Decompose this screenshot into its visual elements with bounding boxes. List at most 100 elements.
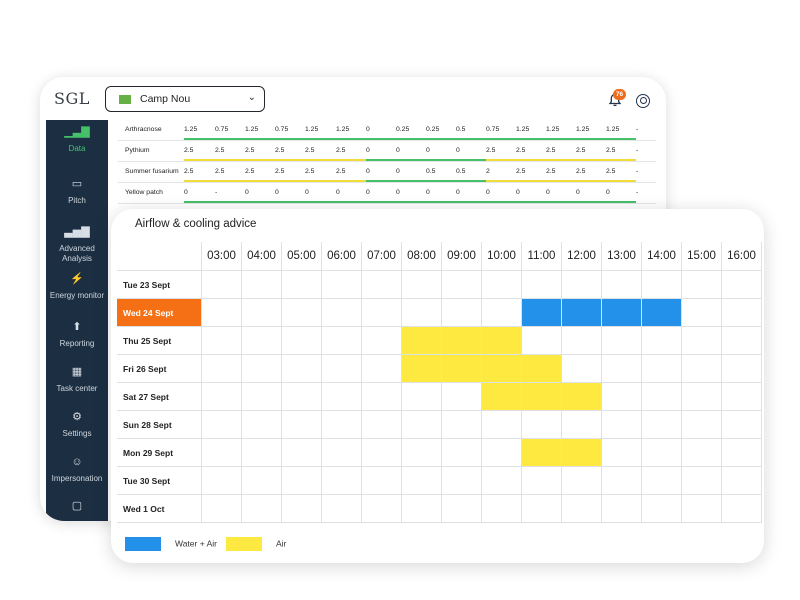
sidebar-item-pitch[interactable]: ▭ Pitch [46,179,108,206]
schedule-cell[interactable] [362,383,402,411]
schedule-cell-air[interactable] [562,439,602,467]
schedule-cell-air[interactable] [482,355,522,383]
schedule-cell[interactable] [402,383,442,411]
schedule-cell[interactable] [362,327,402,355]
schedule-cell[interactable] [602,355,642,383]
sidebar-item-impersonation[interactable]: ☺ Impersonation [46,457,108,484]
schedule-cell[interactable] [322,271,362,299]
schedule-cell[interactable] [282,299,322,327]
schedule-cell[interactable] [202,383,242,411]
schedule-cell[interactable] [722,355,762,383]
schedule-cell[interactable] [642,327,682,355]
schedule-cell[interactable] [682,467,722,495]
sidebar-item-data[interactable]: ▁▃▇ Data [46,127,108,154]
schedule-cell[interactable] [682,411,722,439]
schedule-cell[interactable] [722,439,762,467]
schedule-cell[interactable] [322,383,362,411]
schedule-cell[interactable] [522,495,562,523]
schedule-cell[interactable] [562,467,602,495]
schedule-cell[interactable] [722,383,762,411]
schedule-cell-air[interactable] [442,355,482,383]
schedule-cell-air[interactable] [482,383,522,411]
schedule-cell[interactable] [482,271,522,299]
schedule-cell[interactable] [722,327,762,355]
schedule-cell[interactable] [402,271,442,299]
schedule-cell[interactable] [242,467,282,495]
schedule-cell[interactable] [362,355,402,383]
schedule-cell[interactable] [282,411,322,439]
schedule-cell[interactable] [402,299,442,327]
schedule-cell[interactable] [242,495,282,523]
schedule-cell[interactable] [722,271,762,299]
schedule-cell[interactable] [322,467,362,495]
schedule-cell[interactable] [642,271,682,299]
schedule-cell-air[interactable] [442,327,482,355]
schedule-cell-air[interactable] [562,383,602,411]
schedule-cell[interactable] [202,495,242,523]
schedule-cell[interactable] [242,439,282,467]
venue-selector[interactable]: Camp Nou ⌄ [105,86,265,112]
sidebar-item-task-center[interactable]: ▦ Task center [46,367,108,394]
schedule-cell[interactable] [562,271,602,299]
schedule-cell[interactable] [402,467,442,495]
schedule-cell[interactable] [562,495,602,523]
schedule-cell[interactable] [202,327,242,355]
schedule-cell[interactable] [682,439,722,467]
schedule-cell[interactable] [202,355,242,383]
sidebar-item-reporting[interactable]: ⬆ Reporting [46,322,108,349]
schedule-cell[interactable] [682,271,722,299]
schedule-cell[interactable] [322,355,362,383]
schedule-cell[interactable] [322,299,362,327]
schedule-cell-air[interactable] [482,327,522,355]
schedule-cell[interactable] [402,439,442,467]
schedule-cell[interactable] [722,467,762,495]
schedule-cell[interactable] [282,327,322,355]
schedule-cell[interactable] [362,299,402,327]
schedule-cell[interactable] [682,299,722,327]
schedule-cell[interactable] [602,467,642,495]
sidebar-item-energy-monitor[interactable]: ⚡ Energy monitor [46,274,108,301]
sidebar-item-chat[interactable]: ▢ [46,501,108,518]
schedule-cell[interactable] [282,383,322,411]
schedule-cell[interactable] [602,383,642,411]
user-icon[interactable] [636,94,650,108]
schedule-cell-water-air[interactable] [522,299,562,327]
schedule-cell[interactable] [442,411,482,439]
schedule-cell-air[interactable] [522,383,562,411]
schedule-cell[interactable] [642,495,682,523]
schedule-cell[interactable] [442,439,482,467]
schedule-cell[interactable] [642,383,682,411]
schedule-cell[interactable] [602,495,642,523]
schedule-cell[interactable] [602,439,642,467]
schedule-cell[interactable] [202,271,242,299]
schedule-cell[interactable] [282,439,322,467]
schedule-cell[interactable] [642,411,682,439]
schedule-cell[interactable] [482,467,522,495]
schedule-cell[interactable] [482,495,522,523]
schedule-cell[interactable] [602,271,642,299]
schedule-cell[interactable] [682,327,722,355]
schedule-cell-water-air[interactable] [642,299,682,327]
schedule-cell[interactable] [562,327,602,355]
schedule-cell[interactable] [722,411,762,439]
schedule-cell[interactable] [562,355,602,383]
schedule-cell[interactable] [282,271,322,299]
schedule-cell[interactable] [322,495,362,523]
schedule-cell[interactable] [322,439,362,467]
schedule-cell[interactable] [642,355,682,383]
schedule-cell[interactable] [562,411,602,439]
schedule-cell[interactable] [282,467,322,495]
schedule-cell-air[interactable] [402,327,442,355]
schedule-cell[interactable] [482,439,522,467]
schedule-cell[interactable] [442,467,482,495]
schedule-cell[interactable] [682,355,722,383]
schedule-cell[interactable] [442,299,482,327]
schedule-cell[interactable] [242,299,282,327]
schedule-cell-air[interactable] [522,355,562,383]
schedule-cell[interactable] [722,299,762,327]
schedule-cell[interactable] [482,299,522,327]
schedule-cell[interactable] [682,495,722,523]
schedule-cell[interactable] [322,327,362,355]
schedule-cell[interactable] [322,411,362,439]
schedule-cell-air[interactable] [402,355,442,383]
